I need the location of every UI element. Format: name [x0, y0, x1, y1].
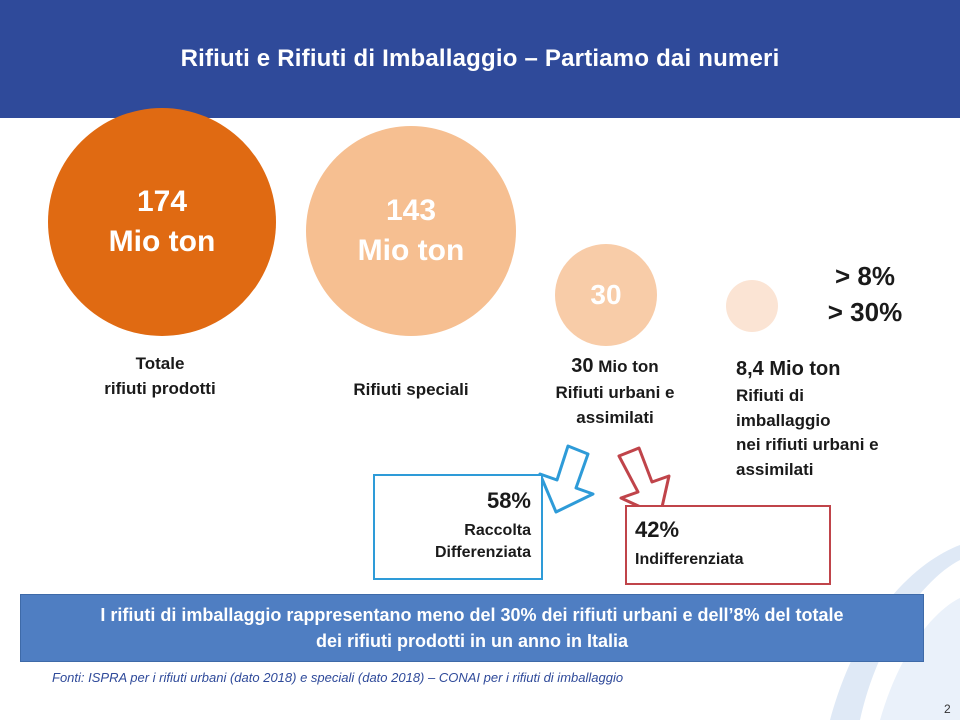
source-note: Fonti: ISPRA per i rifiuti urbani (dato …	[52, 670, 624, 685]
urban-waste-value: 30	[590, 279, 622, 310]
special-waste-value: 143	[385, 193, 437, 227]
separate-collection-line2: Differenziata	[434, 544, 531, 562]
total-waste-label: Totale rifiuti prodotti	[60, 352, 260, 401]
mixed-waste-label: Indifferenziata	[635, 551, 744, 568]
mixed-waste-percent: 42%	[635, 517, 680, 542]
summary-banner: I rifiuti di imballaggio rappresentano m…	[20, 594, 924, 662]
total-label-line2: rifiuti prodotti	[104, 378, 216, 398]
separate-collection-box: 58% Raccolta Differenziata	[373, 474, 543, 580]
page-number: 2	[944, 702, 951, 716]
page-title: Rifiuti e Rifiuti di Imballaggio – Parti…	[180, 45, 780, 72]
urban-waste-label: 30 Mio ton Rifiuti urbani e assimilati	[520, 352, 710, 430]
urban-label-line1: Rifiuti urbani e	[555, 383, 675, 402]
packaging-label-line1: Rifiuti di	[736, 386, 804, 405]
summary-line2: dei rifiuti prodotti in un anno in Itali…	[316, 631, 628, 651]
separate-collection-percent: 58%	[486, 488, 531, 513]
packaging-waste-circle	[726, 280, 778, 332]
urban-label-line2: assimilati	[576, 407, 654, 427]
packaging-waste-label: 8,4 Mio ton Rifiuti di imballaggio nei r…	[736, 355, 936, 483]
special-waste-label: Rifiuti speciali	[318, 378, 504, 403]
packaging-label-line2: imballaggio	[736, 410, 831, 430]
title-bar: Rifiuti e Rifiuti di Imballaggio – Parti…	[0, 0, 960, 118]
total-waste-unit: Mio ton	[108, 225, 216, 258]
mixed-waste-box: 42% Indifferenziata	[625, 505, 831, 585]
total-label-line1: Totale	[135, 354, 185, 373]
percent-of-total: > 8%	[835, 261, 895, 291]
separate-collection-line1: Raccolta	[464, 522, 531, 539]
urban-amount: 30 Mio ton	[520, 352, 710, 381]
packaging-label-line3: nei rifiuti urbani e	[736, 435, 879, 455]
urban-waste-circle: 30	[555, 244, 657, 346]
special-label-line1: Rifiuti speciali	[353, 380, 469, 399]
packaging-label-line4: assimilati	[736, 459, 814, 479]
special-waste-unit: Mio ton	[357, 234, 465, 267]
packaging-amount: 8,4 Mio ton	[736, 358, 841, 380]
urban-amount-number: 30	[571, 355, 594, 377]
special-waste-circle: 143 Mio ton	[306, 126, 516, 336]
packaging-percentages: > 8% > 30%	[800, 258, 930, 331]
total-waste-circle: 174 Mio ton	[48, 108, 276, 336]
summary-line1: I rifiuti di imballaggio rappresentano m…	[100, 604, 844, 625]
percent-of-urban: > 30%	[827, 297, 903, 328]
total-waste-value: 174	[136, 184, 188, 218]
urban-amount-unit: Mio ton	[593, 357, 659, 376]
